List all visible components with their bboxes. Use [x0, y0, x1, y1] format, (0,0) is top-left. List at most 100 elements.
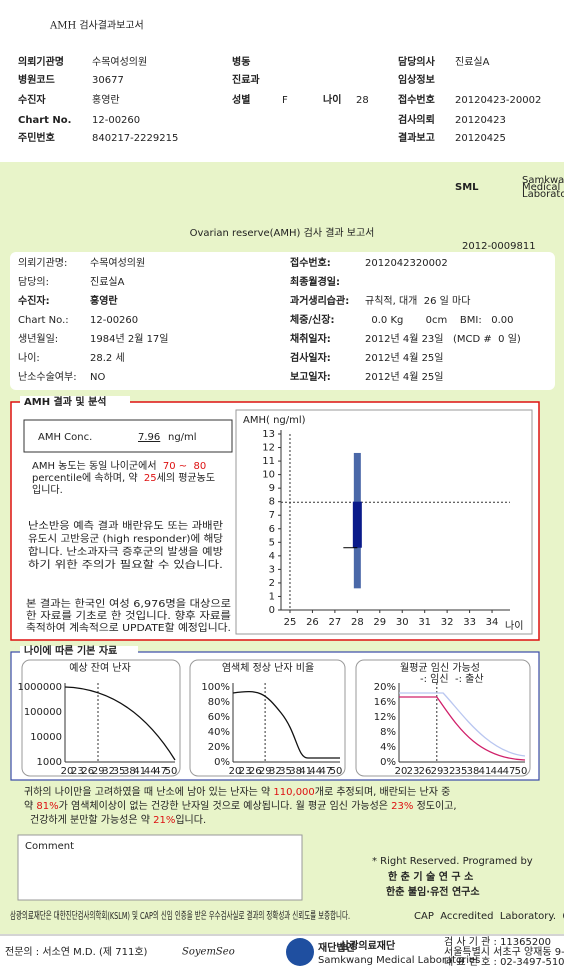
y-tick-label: 11 — [262, 456, 275, 467]
iqr-bar — [352, 501, 362, 548]
x-tick-label: 26 — [81, 766, 94, 777]
field-label: 검사의뢰 — [398, 113, 435, 126]
y-tick-label: 8 — [269, 497, 275, 508]
y-tick-label: 0% — [380, 757, 396, 768]
info-label: 과거생리습관: — [290, 294, 349, 307]
y-tick-label: 40% — [208, 727, 230, 738]
field-label: 수진자 — [18, 93, 46, 106]
x-tick-label: 38 — [289, 766, 302, 777]
x-tick-label: 38 — [467, 766, 480, 777]
summary-line: 건강하게 분만할 가능성은 약 21%입니다. — [30, 813, 206, 826]
y-tick-label: 100% — [201, 682, 230, 693]
text-run: 81% — [36, 801, 58, 812]
x-tick-label: 35 — [455, 766, 468, 777]
x-tick-label: 44 — [491, 766, 504, 777]
y-tick-label: 4% — [380, 742, 396, 753]
info-value: 12-00260 — [90, 315, 138, 326]
text-run: 약 — [24, 800, 36, 812]
x-tick-label: 34 — [486, 617, 499, 628]
chart-box — [235, 409, 533, 635]
field-value: 홍영란 — [92, 93, 120, 106]
certification: 삼광의료재단은 대한진단검사의학회(KSLM) 및 CAP의 신임 인증을 받은… — [10, 909, 350, 922]
conc-label: AMH Conc. — [38, 432, 92, 443]
paragraph-line: 한 자료를 기초로 한 것입니다. 향후 자료를 — [26, 609, 231, 622]
y-tick-label: 10000 — [30, 732, 62, 743]
info-value: 2012년 4월 25일 — [365, 371, 444, 383]
paragraph-line: 난소반응 예측 결과 배란유도 또는 과배란 — [28, 520, 223, 532]
conc-value: 7.96 — [138, 432, 160, 443]
field-label: 담당의사 — [398, 55, 436, 68]
x-tick-label: 50 — [330, 766, 343, 777]
contact-line: 서울특별시 서초구 양재동 9-60 — [444, 946, 564, 958]
text-run: 70 ~ 80 — [163, 461, 206, 472]
report-title: Ovarian reserve(AMH) 검사 결과 보고서 — [190, 227, 375, 239]
legend-entry: -: 출산 — [455, 673, 484, 685]
field-label: 의뢰기관명 — [18, 55, 64, 68]
y-tick-label: 100000 — [24, 707, 62, 718]
paragraph-line: 유도시 고반응군 (high responder)에 해당 — [28, 532, 223, 545]
x-tick-label: 26 — [306, 617, 319, 628]
field-value: 840217-2229215 — [92, 133, 178, 144]
y-tick-label: 10 — [262, 470, 275, 481]
signature: SoyemSeo — [182, 947, 235, 958]
info-value: 수목여성의원 — [90, 257, 145, 269]
y-tick-label: 8% — [380, 727, 396, 738]
x-tick-label: 20 — [61, 766, 74, 777]
x-tick-label: 35 — [279, 766, 292, 777]
text-run: 입니다. — [32, 483, 63, 496]
x-tick-label: 23 — [407, 766, 420, 777]
mini-chart-box — [189, 659, 346, 777]
y-tick-label: 12 — [262, 443, 275, 454]
field-label: 병원코드 — [18, 73, 55, 86]
mini-chart-title: 염색체 정상 난자 비율 — [222, 662, 314, 674]
y-tick-label: 1 — [269, 591, 275, 602]
y-tick-label: 16% — [374, 697, 396, 708]
text-run: 정도이고, — [413, 800, 456, 812]
report-number: 2012-0009811 — [462, 241, 536, 252]
x-tick-label: 29 — [259, 766, 272, 777]
x-tick-label: 44 — [309, 766, 322, 777]
info-value: 28.2 세 — [90, 352, 125, 364]
conc-unit: ng/ml — [168, 432, 197, 443]
section-heading: AMH 결과 및 분석 — [24, 395, 107, 408]
field-label: 병동 — [232, 55, 250, 68]
field-label: 주민번호 — [18, 131, 55, 144]
y-tick-label: 2 — [269, 578, 275, 589]
x-tick-label: 32 — [102, 766, 115, 777]
x-tick-label: 32 — [443, 766, 456, 777]
y-tick-label: 0 — [269, 605, 275, 616]
doctor: 전문의 : 서소연 M.D. (제 711호) — [5, 946, 148, 958]
heading-bg — [20, 396, 130, 408]
field-label: 나이 — [323, 93, 341, 106]
x-tick-label: 35 — [113, 766, 126, 777]
field-value: 진료실A — [455, 56, 490, 68]
summary-line: 약 81%가 염색체이상이 없는 건강한 난자일 것으로 예상됩니다. 월 평균… — [24, 799, 457, 812]
y-tick-label: 4 — [269, 551, 275, 562]
x-tick-label: 23 — [239, 766, 252, 777]
y-tick-label: 7 — [269, 510, 275, 521]
text-run: 110,000 — [273, 787, 314, 798]
text-run: 가 염색체이상이 없는 건강한 난자일 것으로 예상됩니다. 월 평균 임신 가… — [59, 799, 392, 812]
info-label: 수진자: — [18, 294, 50, 307]
field-value: 30677 — [92, 75, 124, 86]
info-box — [10, 252, 555, 390]
text-run: 개로 추정되며, 배란되는 난자 중 — [315, 786, 451, 798]
x-tick-label: 26 — [419, 766, 432, 777]
info-label: 난소수술여부: — [18, 371, 77, 383]
x-tick-label: 25 — [284, 617, 297, 628]
x-tick-label: 26 — [249, 766, 262, 777]
info-label: 나이: — [18, 352, 40, 364]
paragraph-line: 입니다. — [32, 483, 63, 496]
x-tick-label: 41 — [133, 766, 146, 777]
info-label: 담당의: — [18, 276, 49, 288]
field-value: 28 — [356, 95, 369, 106]
x-tick-label: 50 — [515, 766, 528, 777]
field-value: 20120423-20002 — [455, 95, 541, 106]
model-curve — [64, 686, 176, 761]
x-tick-label: 20 — [229, 766, 242, 777]
text-run: 입니다. — [175, 813, 206, 826]
x-tick-label: 41 — [299, 766, 312, 777]
text-run: 25 — [144, 473, 157, 484]
